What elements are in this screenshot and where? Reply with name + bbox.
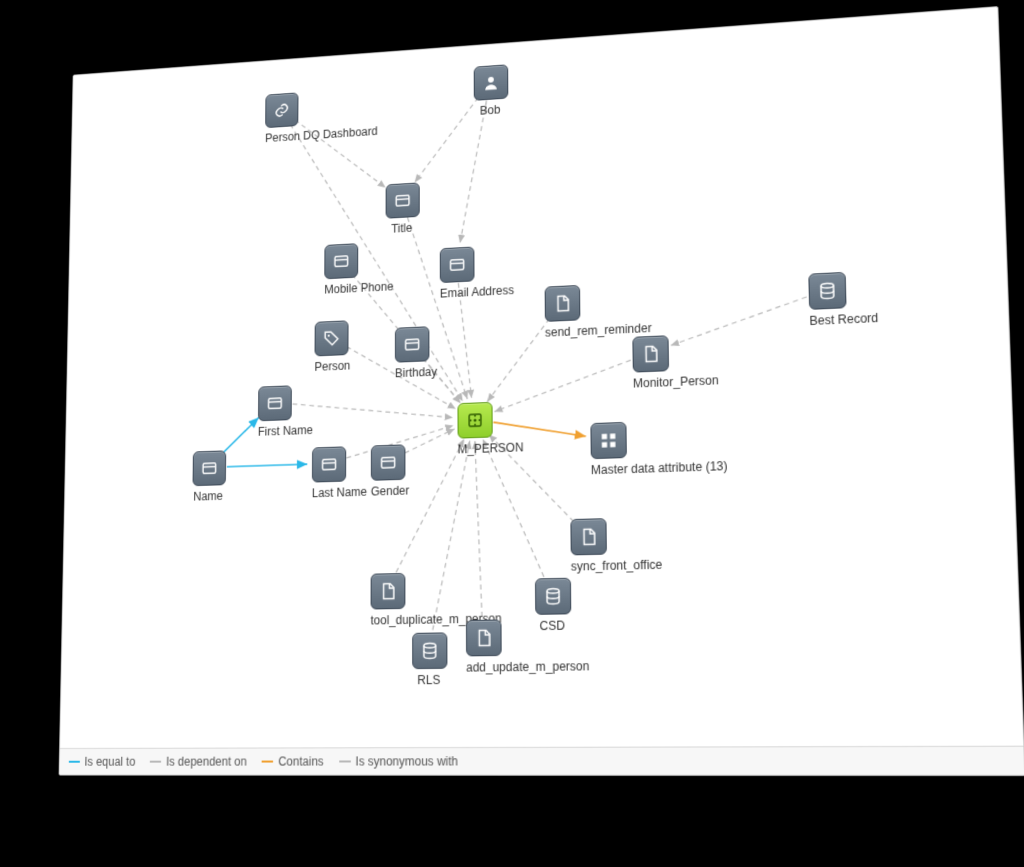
diagram-panel: Person DQ Dashboard Bob Title Mobile Phone E… (59, 6, 1024, 776)
node-mobile[interactable]: Mobile Phone (324, 243, 356, 296)
node-label: Birthday (395, 365, 428, 380)
node-dashboard[interactable]: Person DQ Dashboard (265, 92, 297, 144)
node-bestrec[interactable]: Best Record (808, 272, 845, 328)
node-label: add_update_m_person (466, 660, 500, 675)
center-icon (457, 402, 492, 439)
legend-swatch-icon (262, 756, 274, 768)
doc-icon (545, 285, 581, 322)
card-icon (386, 182, 420, 218)
legend-label: Contains (278, 754, 323, 768)
node-label: Person (314, 359, 346, 374)
node-email[interactable]: Email Address (440, 247, 473, 301)
legend-bar: Is equal to Is dependent on Contains Is syn… (60, 746, 1024, 775)
edge-addupd-mperson (475, 441, 482, 617)
node-label: send_rem_reminder (545, 324, 579, 339)
node-label: Monitor_Person (633, 375, 667, 390)
edge-monitor-mperson (494, 360, 631, 412)
legend-item: Is equal to (69, 755, 136, 769)
doc-icon (466, 619, 502, 656)
db-icon (535, 578, 571, 615)
edge-mperson-mda (493, 419, 586, 439)
card-icon (258, 385, 292, 421)
node-birthday[interactable]: Birthday (395, 326, 428, 380)
tag-icon (315, 320, 349, 356)
node-label: tool_duplicate_m_person (371, 613, 404, 628)
legend-item: Contains (262, 754, 324, 768)
card-icon (440, 246, 475, 283)
db-icon (808, 272, 846, 310)
card-icon (395, 326, 429, 362)
edge-name-firstname (222, 417, 259, 453)
node-firstname[interactable]: First Name (258, 385, 290, 438)
edge-csd-mperson (483, 437, 544, 578)
node-label: Best Record (809, 312, 845, 328)
card-icon (193, 450, 227, 486)
node-label: First Name (258, 424, 290, 439)
node-label: CSD (535, 618, 569, 633)
node-label: Title (386, 221, 418, 236)
card-icon (371, 444, 406, 480)
edge-birthday-mperson (423, 357, 460, 405)
edge-name-lastname (227, 464, 307, 467)
node-tooldup[interactable]: tool_duplicate_m_person (371, 573, 404, 627)
node-addupd[interactable]: add_update_m_person (466, 620, 500, 675)
doc-icon (570, 518, 607, 555)
card-icon (312, 446, 346, 482)
legend-swatch-icon (150, 756, 161, 768)
edges-layer (60, 7, 1023, 749)
node-label: sync_front_office (571, 559, 605, 574)
node-syncfo[interactable]: sync_front_office (570, 518, 605, 573)
node-label: RLS (412, 673, 445, 687)
node-label: Mobile Phone (324, 282, 356, 297)
node-label: Master data attribute (13) (591, 462, 625, 477)
legend-label: Is dependent on (166, 755, 247, 769)
legend-swatch-icon (69, 756, 80, 768)
node-label: Gender (371, 484, 404, 499)
edge-bob-email (460, 101, 487, 243)
db-icon (412, 632, 447, 669)
node-title[interactable]: Title (386, 183, 418, 236)
doc-icon (632, 335, 669, 372)
edge-gender-mperson (405, 429, 455, 453)
node-label: M_PERSON (458, 441, 491, 456)
node-monitor[interactable]: Monitor_Person (632, 335, 667, 390)
node-label: Person DQ Dashboard (265, 130, 296, 145)
node-person[interactable]: Person (314, 320, 346, 373)
edge-firstname-mperson (292, 398, 452, 423)
legend-item: Is dependent on (150, 755, 247, 769)
node-lastname[interactable]: Last Name (312, 446, 344, 500)
legend-swatch-icon (339, 755, 351, 767)
node-sendrem[interactable]: send_rem_reminder (545, 285, 579, 340)
node-bob[interactable]: Bob (474, 64, 507, 118)
doc-icon (371, 573, 406, 610)
legend-label: Is synonymous with (355, 754, 458, 768)
edge-sendrem-mperson (487, 319, 550, 402)
node-label: Name (192, 489, 224, 503)
node-csd[interactable]: CSD (535, 578, 569, 633)
user-icon (474, 64, 509, 101)
node-label: Bob (474, 102, 507, 118)
grid-icon (590, 422, 626, 459)
node-label: Last Name (312, 486, 344, 501)
card-icon (324, 243, 358, 279)
legend-item: Is synonymous with (339, 754, 458, 768)
node-label: Email Address (440, 285, 473, 300)
node-name[interactable]: Name (192, 450, 224, 503)
node-mda[interactable]: Master data attribute (13) (590, 422, 625, 477)
legend-label: Is equal to (84, 755, 135, 769)
edge-bob-title (415, 97, 479, 182)
edge-tooldup-mperson (396, 439, 464, 573)
node-gender[interactable]: Gender (371, 444, 404, 498)
edge-bestrec-monitor (670, 297, 808, 346)
edge-rls-mperson (432, 441, 470, 630)
link-icon (265, 92, 298, 128)
node-rls[interactable]: RLS (412, 632, 445, 687)
diagram-canvas[interactable]: Person DQ Dashboard Bob Title Mobile Phone E… (60, 7, 1023, 749)
edge-email-mperson (458, 282, 471, 398)
node-mperson[interactable]: M_PERSON (457, 402, 490, 456)
